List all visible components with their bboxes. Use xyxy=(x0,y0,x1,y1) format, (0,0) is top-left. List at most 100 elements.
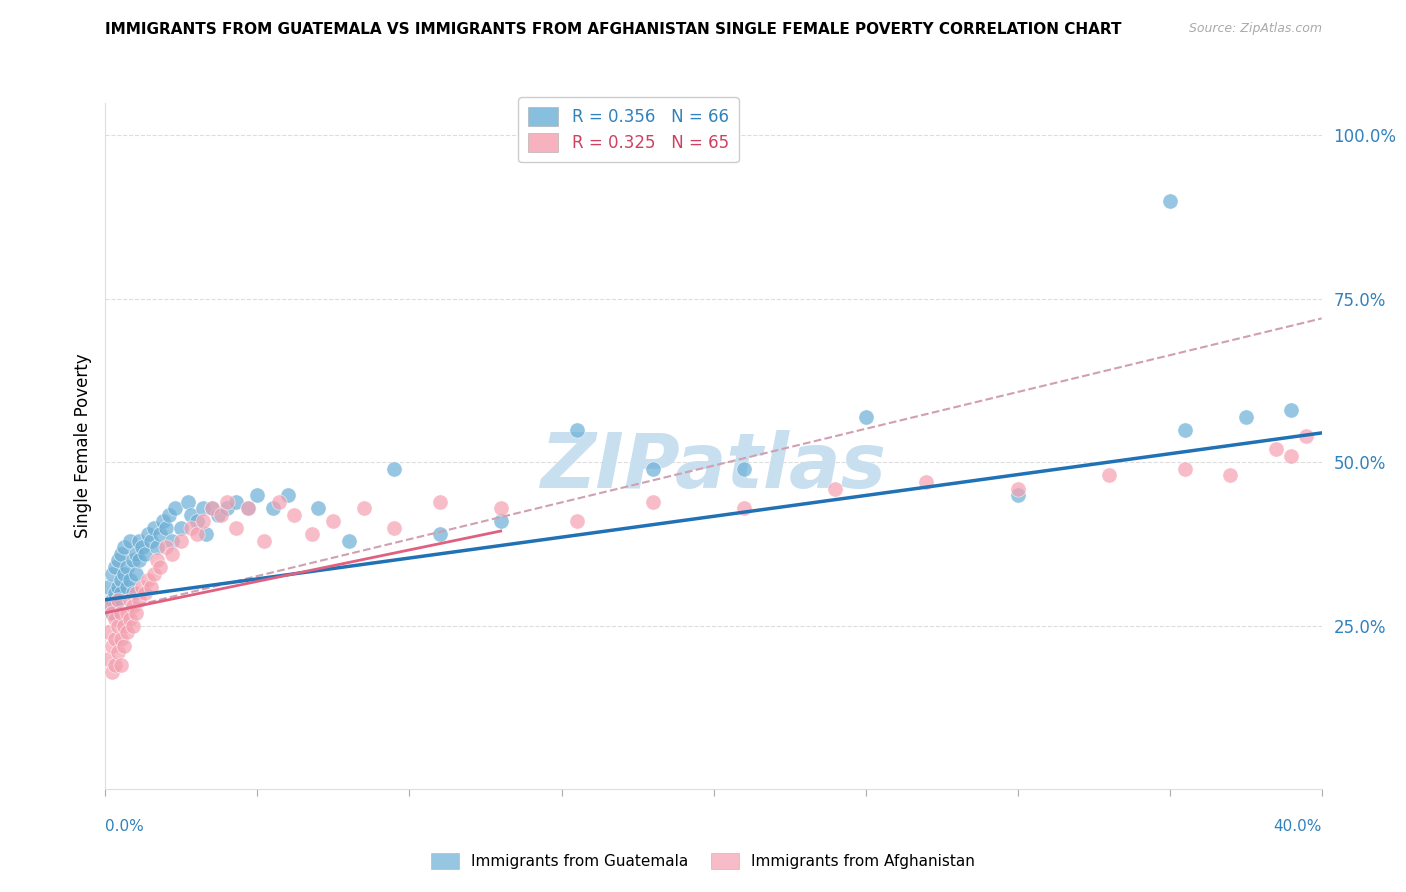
Point xyxy=(641,494,664,508)
Point xyxy=(170,533,193,548)
Point xyxy=(915,475,938,489)
Point xyxy=(283,508,305,522)
Point xyxy=(100,606,122,620)
Point xyxy=(97,599,120,614)
Point xyxy=(118,533,141,548)
Point xyxy=(1098,468,1121,483)
Point xyxy=(733,462,755,476)
Text: 0.0%: 0.0% xyxy=(105,820,145,834)
Point xyxy=(277,488,299,502)
Point xyxy=(162,533,184,548)
Point xyxy=(125,606,148,620)
Point xyxy=(128,553,150,567)
Point xyxy=(103,632,125,646)
Point xyxy=(353,501,375,516)
Point xyxy=(110,547,132,561)
Point xyxy=(97,651,120,665)
Point xyxy=(565,514,588,528)
Point xyxy=(1007,482,1029,496)
Point xyxy=(110,573,132,587)
Point xyxy=(131,580,153,594)
Point xyxy=(155,521,177,535)
Point xyxy=(262,501,284,516)
Point xyxy=(180,521,202,535)
Point xyxy=(307,501,329,516)
Point xyxy=(1007,488,1029,502)
Point xyxy=(103,586,125,600)
Point xyxy=(112,619,135,633)
Point xyxy=(149,527,172,541)
Point xyxy=(115,625,138,640)
Point xyxy=(146,541,169,555)
Point xyxy=(157,508,180,522)
Point xyxy=(207,508,229,522)
Point xyxy=(146,553,169,567)
Point xyxy=(103,599,125,614)
Point xyxy=(115,580,138,594)
Point xyxy=(170,521,193,535)
Point xyxy=(110,632,132,646)
Point xyxy=(225,494,247,508)
Point xyxy=(134,586,156,600)
Point xyxy=(382,462,405,476)
Point xyxy=(246,488,269,502)
Text: 40.0%: 40.0% xyxy=(1274,820,1322,834)
Point xyxy=(136,527,159,541)
Point xyxy=(1295,429,1317,443)
Point xyxy=(267,494,290,508)
Point xyxy=(855,409,877,424)
Point xyxy=(112,541,135,555)
Point xyxy=(641,462,664,476)
Point xyxy=(103,612,125,626)
Point xyxy=(107,592,129,607)
Point xyxy=(1279,403,1302,417)
Point xyxy=(100,665,122,679)
Text: IMMIGRANTS FROM GUATEMALA VS IMMIGRANTS FROM AFGHANISTAN SINGLE FEMALE POVERTY C: IMMIGRANTS FROM GUATEMALA VS IMMIGRANTS … xyxy=(105,22,1122,37)
Point xyxy=(118,612,141,626)
Point xyxy=(115,606,138,620)
Point xyxy=(1265,442,1288,457)
Point xyxy=(100,639,122,653)
Point xyxy=(429,527,451,541)
Point xyxy=(103,560,125,574)
Point xyxy=(252,533,274,548)
Point xyxy=(191,514,214,528)
Point xyxy=(121,599,143,614)
Point xyxy=(107,553,129,567)
Point xyxy=(225,521,247,535)
Point xyxy=(186,527,208,541)
Text: ZIPatlas: ZIPatlas xyxy=(540,430,887,504)
Point xyxy=(128,533,150,548)
Legend: Immigrants from Guatemala, Immigrants from Afghanistan: Immigrants from Guatemala, Immigrants fr… xyxy=(425,847,981,875)
Point xyxy=(301,527,323,541)
Point xyxy=(1279,449,1302,463)
Point xyxy=(186,514,208,528)
Point xyxy=(733,501,755,516)
Point xyxy=(1234,409,1257,424)
Point xyxy=(149,560,172,574)
Legend: R = 0.356   N = 66, R = 0.325   N = 65: R = 0.356 N = 66, R = 0.325 N = 65 xyxy=(519,97,738,162)
Point xyxy=(322,514,344,528)
Point xyxy=(165,501,187,516)
Point xyxy=(162,547,184,561)
Point xyxy=(97,625,120,640)
Point xyxy=(194,527,217,541)
Text: Source: ZipAtlas.com: Source: ZipAtlas.com xyxy=(1188,22,1322,36)
Point xyxy=(121,553,143,567)
Point xyxy=(107,592,129,607)
Point xyxy=(191,501,214,516)
Point xyxy=(118,592,141,607)
Point xyxy=(134,547,156,561)
Point xyxy=(107,645,129,659)
Point xyxy=(209,508,232,522)
Point xyxy=(201,501,224,516)
Point xyxy=(97,599,120,614)
Point xyxy=(152,514,174,528)
Point xyxy=(1219,468,1241,483)
Point xyxy=(1159,194,1181,208)
Point xyxy=(429,494,451,508)
Point xyxy=(121,619,143,633)
Point xyxy=(217,501,239,516)
Point xyxy=(115,560,138,574)
Point xyxy=(1174,423,1197,437)
